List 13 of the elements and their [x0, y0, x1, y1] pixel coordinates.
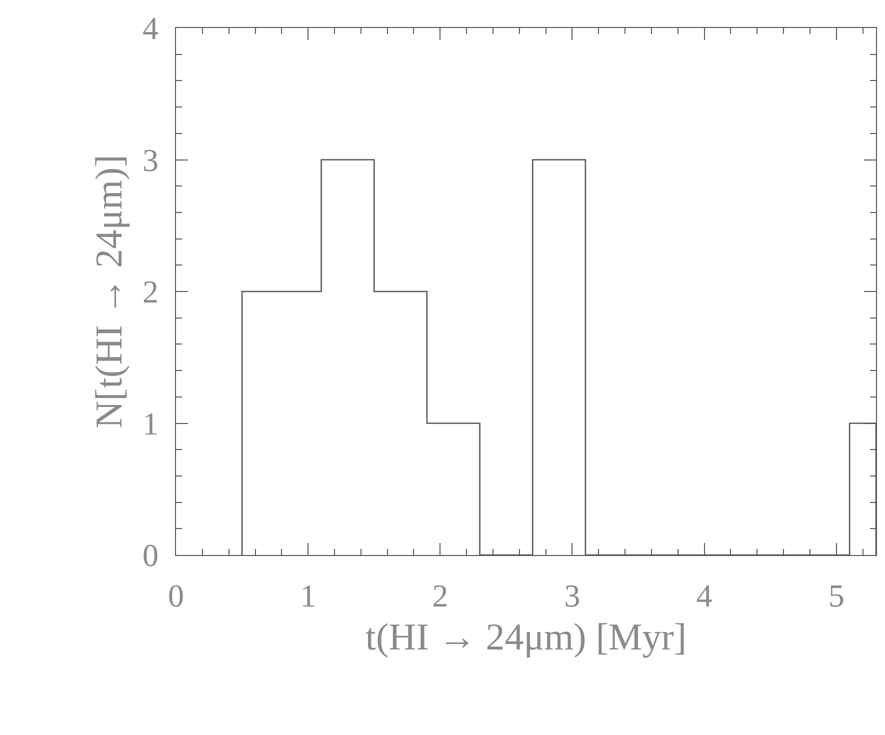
x-axis-title: t(HI → 24μm) [Myr]: [365, 616, 687, 659]
y-tick-label: 1: [142, 405, 158, 442]
x-tick-label: 0: [168, 578, 184, 614]
y-tick-label: 2: [142, 274, 158, 310]
x-tick-label: 1: [300, 578, 316, 614]
x-tick-label: 3: [564, 578, 580, 614]
y-axis-title: N[t(HI → 24μm)]: [88, 154, 131, 428]
x-tick-label: 5: [828, 578, 844, 614]
x-tick-label: 4: [696, 578, 712, 614]
y-tick-label: 0: [142, 537, 158, 574]
y-tick-label: 3: [142, 142, 158, 178]
y-tick-label: 4: [142, 10, 158, 46]
x-tick-label: 2: [432, 578, 448, 614]
